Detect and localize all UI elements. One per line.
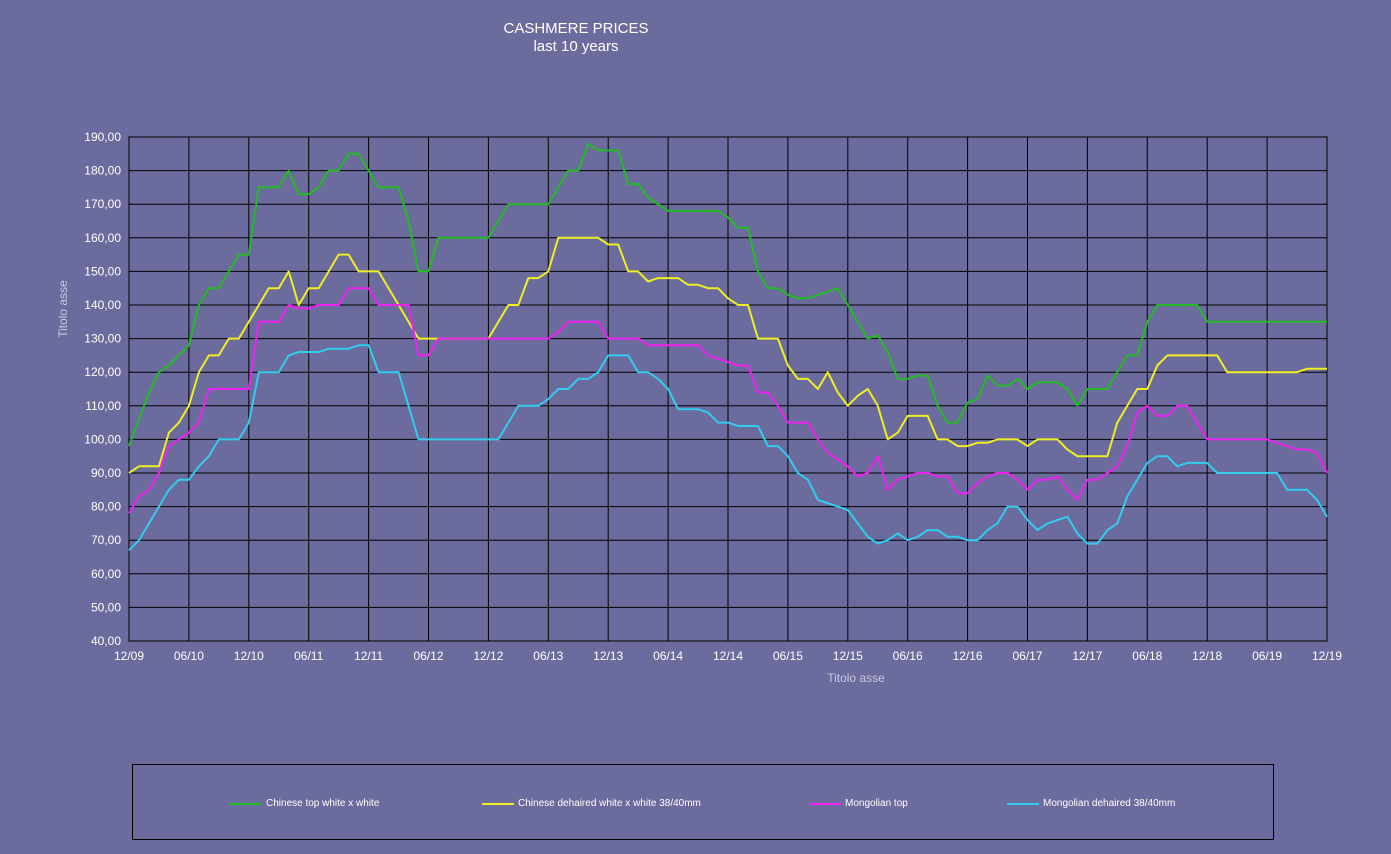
x-tick-label: 12/09 [114, 649, 144, 663]
x-tick-label: 12/10 [234, 649, 264, 663]
y-tick-label: 70,00 [91, 533, 121, 547]
x-tick-label: 06/19 [1252, 649, 1282, 663]
legend-item-mongolian-top: Mongolian top [809, 798, 908, 809]
chart-subtitle: last 10 years [533, 38, 619, 55]
legend-label: Chinese dehaired white x white 38/40mm [518, 798, 701, 809]
legend-item-chinese-dehaired: Chinese dehaired white x white 38/40mm [482, 798, 701, 809]
y-tick-label: 110,00 [85, 399, 121, 413]
legend: Chinese top white x white Chinese dehair… [132, 764, 1274, 840]
series-lines [128, 142, 1328, 552]
x-tick-label: 06/14 [653, 649, 683, 663]
plot-border [128, 136, 1328, 642]
x-tick-label: 12/13 [593, 649, 623, 663]
legend-swatch [809, 802, 841, 805]
x-tick-label: 06/11 [294, 649, 323, 663]
y-tick-label: 80,00 [91, 500, 121, 514]
chart-title: CASHMERE PRICES [503, 20, 649, 37]
y-tick-label: 180,00 [84, 164, 121, 178]
y-tick-label: 170,00 [84, 197, 121, 211]
y-tick-label: 190,00 [84, 130, 121, 144]
legend-label: Chinese top white x white [266, 798, 380, 809]
series-line-chinese-dehaired-white-x-white-38-40mm [128, 236, 1327, 474]
chart-title-block: CASHMERE PRICES last 10 years [376, 20, 776, 56]
x-tick-label: 12/18 [1192, 649, 1222, 663]
legend-label: Mongolian top [845, 798, 908, 809]
x-tick-label: 12/16 [953, 649, 983, 663]
series-line-chinese-top-white-x-white [128, 142, 1327, 447]
y-tick-label: 120,00 [84, 365, 121, 379]
x-tick-label: 12/15 [833, 649, 863, 663]
x-tick-label: 06/17 [1012, 649, 1042, 663]
x-tick-labels: 12/09 06/10 12/10 06/11 12/11 06/12 12/12 06/13… [114, 649, 1342, 663]
x-tick-label: 12/11 [354, 649, 383, 663]
legend-swatch [230, 802, 262, 805]
series-line-mongolian-dehaired-38-40mm [128, 344, 1328, 552]
y-tick-label: 90,00 [91, 466, 121, 480]
legend-label: Mongolian dehaired 38/40mm [1043, 798, 1176, 809]
y-tick-label: 40,00 [91, 634, 121, 648]
y-tick-label: 60,00 [91, 567, 121, 581]
y-tick-label: 50,00 [91, 600, 121, 614]
x-tick-label: 06/18 [1132, 649, 1162, 663]
y-axis-title: Titolo asse [56, 280, 70, 338]
x-tick-label: 06/12 [413, 649, 443, 663]
x-tick-label: 12/19 [1312, 649, 1342, 663]
series-line-mongolian-top [128, 287, 1328, 514]
x-tick-label: 06/10 [174, 649, 204, 663]
x-tick-label: 06/13 [533, 649, 563, 663]
x-tick-label: 12/12 [473, 649, 503, 663]
x-tick-label: 06/16 [893, 649, 923, 663]
y-tick-label: 140,00 [84, 298, 121, 312]
legend-swatch [1007, 802, 1039, 805]
x-tick-label: 06/15 [773, 649, 803, 663]
y-tick-label: 130,00 [84, 332, 121, 346]
y-tick-label: 160,00 [84, 231, 121, 245]
legend-swatch [482, 802, 514, 805]
legend-item-chinese-top: Chinese top white x white [230, 798, 379, 809]
x-axis-title: Titolo asse [827, 671, 885, 685]
chart-area: 40,00 50,00 60,00 70,00 80,00 90,00 100,00 110,… [56, 130, 1342, 685]
y-tick-labels: 40,00 50,00 60,00 70,00 80,00 90,00 100,00 110,… [84, 130, 121, 648]
y-tick-label: 100,00 [84, 432, 121, 446]
x-tick-label: 12/14 [713, 649, 743, 663]
x-tick-label: 12/17 [1072, 649, 1102, 663]
y-tick-label: 150,00 [84, 264, 121, 278]
legend-item-mongolian-dehaired: Mongolian dehaired 38/40mm [1007, 798, 1175, 809]
